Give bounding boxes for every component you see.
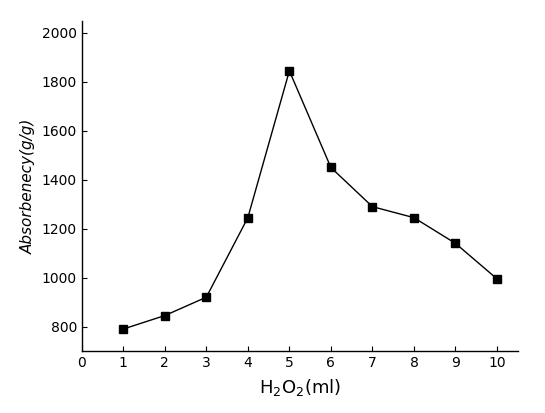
Y-axis label: Absorbenecy(g/g): Absorbenecy(g/g) [21,118,36,254]
X-axis label: H$_2$O$_2$(ml): H$_2$O$_2$(ml) [259,377,341,398]
